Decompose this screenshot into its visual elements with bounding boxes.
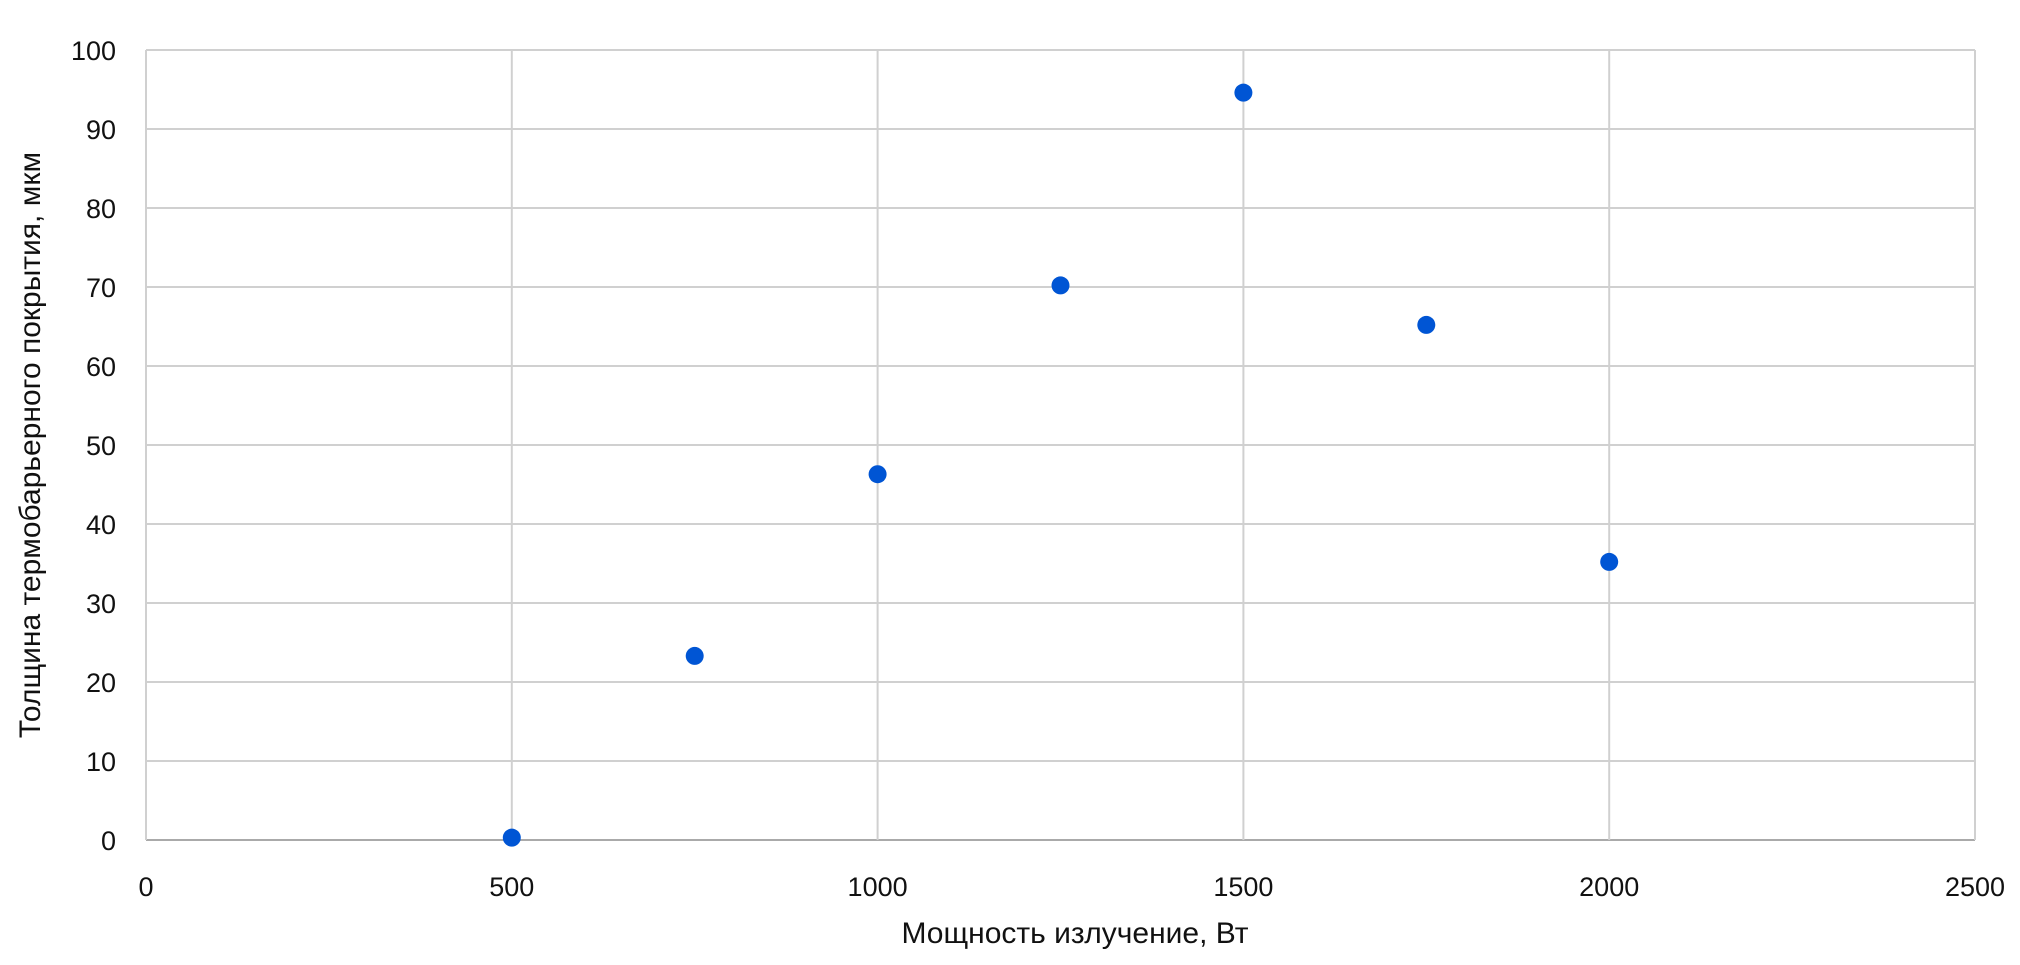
x-tick-label: 1500	[1213, 872, 1273, 902]
y-tick-label: 20	[86, 668, 116, 698]
data-point	[1234, 83, 1253, 102]
y-tick-label: 40	[86, 510, 116, 540]
x-tick-label: 2000	[1579, 872, 1639, 902]
y-tick-label: 100	[71, 36, 116, 66]
y-tick-label: 80	[86, 194, 116, 224]
x-tick-label: 0	[138, 872, 153, 902]
grid	[145, 49, 1976, 841]
data-point	[868, 465, 887, 484]
x-tick-label: 2500	[1945, 872, 2005, 902]
y-tick-label: 10	[86, 747, 116, 777]
data-point	[502, 828, 521, 847]
data-point	[1600, 552, 1619, 571]
y-tick-label: 0	[101, 826, 116, 856]
y-axis-label: Толщина термобарьерного покрытия, мкм	[14, 152, 47, 738]
data-points	[502, 83, 1619, 847]
x-axis-label: Мощность излучение, Вт	[901, 917, 1248, 950]
data-point	[685, 646, 704, 665]
y-tick-label: 90	[86, 115, 116, 145]
y-tick-label: 70	[86, 273, 116, 303]
y-tick-label: 30	[86, 589, 116, 619]
x-tick-label: 500	[489, 872, 534, 902]
data-point	[1417, 315, 1436, 334]
y-tick-label: 50	[86, 431, 116, 461]
data-point	[1051, 276, 1070, 295]
y-tick-label: 60	[86, 352, 116, 382]
x-tick-label: 1000	[848, 872, 908, 902]
